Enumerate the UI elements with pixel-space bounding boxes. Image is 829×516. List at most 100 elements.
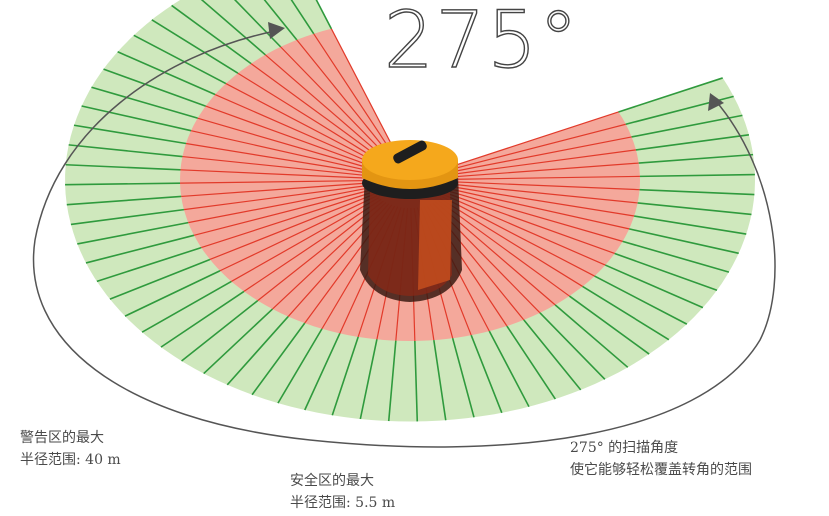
warning-beam-line bbox=[359, 339, 378, 420]
scan-angle-line1: 275° 的扫描角度 bbox=[570, 440, 679, 456]
safety-beam-line bbox=[449, 149, 637, 176]
safety-beam-line bbox=[313, 33, 394, 155]
warning-beam-line bbox=[639, 188, 755, 196]
safety-beam-line bbox=[257, 200, 384, 302]
warning-beam-line bbox=[433, 340, 447, 421]
arrow-head-left-icon bbox=[268, 22, 285, 39]
warning-beam-line bbox=[539, 312, 606, 380]
rotation-arc-left bbox=[32, 30, 776, 448]
warning-beam-line bbox=[631, 114, 743, 138]
warning-zone-caption: 警告区的最大 半径范围: 40 m bbox=[20, 427, 121, 471]
safety-beam-line bbox=[449, 175, 640, 180]
warning-beam-line bbox=[251, 322, 306, 396]
warning-beam-line bbox=[226, 316, 289, 386]
safety-beam-line bbox=[446, 190, 623, 242]
safety-beam-line bbox=[445, 192, 615, 255]
safety-beam-line bbox=[182, 155, 371, 177]
safety-beam-line bbox=[447, 123, 626, 171]
warning-beam-line bbox=[103, 68, 206, 107]
safety-beam-line bbox=[237, 72, 381, 162]
warning-beam-line bbox=[304, 332, 341, 411]
warning-beam-line bbox=[614, 252, 718, 291]
scanner-window-icon bbox=[393, 140, 427, 164]
safety-beam-line bbox=[181, 182, 371, 198]
warning-beam-line bbox=[628, 228, 739, 255]
warning-beam-line bbox=[594, 275, 688, 325]
safety-beam-line bbox=[193, 189, 373, 236]
warning-zone-line1: 警告区的最大 bbox=[20, 430, 104, 446]
safety-beam-line bbox=[443, 194, 606, 266]
warning-beam-line bbox=[414, 340, 419, 422]
warning-beam-line bbox=[263, 0, 298, 41]
safety-beam-line bbox=[190, 130, 373, 173]
warning-beam-line bbox=[277, 328, 323, 404]
warning-beam-line bbox=[109, 258, 211, 300]
arrow-head-right-icon bbox=[708, 93, 724, 111]
warning-beam-line bbox=[622, 240, 730, 273]
warning-beam-line bbox=[171, 4, 252, 65]
safety-beam-line bbox=[209, 193, 376, 261]
safety-beam-line bbox=[448, 136, 632, 174]
warning-beam-line bbox=[523, 319, 582, 391]
safety-beam-line bbox=[330, 28, 397, 154]
safety-beam-line bbox=[449, 181, 640, 191]
safety-beam-line bbox=[448, 185, 635, 217]
laser-scanner bbox=[360, 140, 462, 302]
warning-beam-line bbox=[638, 153, 754, 164]
warning-beam-line bbox=[331, 336, 359, 416]
scan-angle-line2: 使它能够轻松覆盖转角的范围 bbox=[570, 462, 752, 478]
safety-beam-line bbox=[180, 169, 371, 179]
safety-beam-line bbox=[201, 191, 374, 249]
warning-beam-line bbox=[124, 270, 221, 317]
warning-beam-line bbox=[200, 0, 266, 56]
warning-beam-line bbox=[96, 246, 202, 283]
warning-beam-line bbox=[618, 77, 723, 113]
warning-beam-line bbox=[582, 285, 670, 341]
safety-beam-line bbox=[183, 184, 371, 211]
safety-beam-line bbox=[231, 197, 380, 282]
warning-beam-line bbox=[604, 264, 704, 309]
warning-beam-line bbox=[81, 105, 192, 132]
safety-beam-line bbox=[447, 187, 630, 230]
safety-beam-line bbox=[449, 183, 638, 204]
warning-beam-line bbox=[141, 280, 232, 333]
safety-zone-line1: 安全区的最大 bbox=[290, 473, 374, 489]
safety-beam-line bbox=[243, 198, 382, 292]
warning-beam-line bbox=[133, 34, 227, 85]
warning-beam-line bbox=[635, 134, 750, 151]
scan-beams bbox=[65, 0, 755, 422]
warning-beam-line bbox=[70, 208, 185, 226]
warning-beam-line bbox=[203, 308, 274, 375]
safety-beam-line bbox=[264, 54, 386, 159]
warning-beam-line bbox=[315, 0, 333, 30]
safety-beam-line bbox=[188, 186, 372, 224]
safety-beam-line bbox=[219, 195, 378, 272]
safety-beam-line bbox=[225, 83, 379, 164]
scan-angle-title: 275° bbox=[383, 0, 580, 86]
safety-beam-line bbox=[446, 111, 619, 169]
warning-beam-line bbox=[637, 202, 752, 216]
warning-beam-line bbox=[634, 215, 747, 235]
safety-zone-line2: 半径范围: 5.5 m bbox=[290, 495, 396, 511]
warning-beam-line bbox=[77, 221, 189, 245]
safety-beam-line bbox=[180, 179, 371, 184]
safety-beam-line bbox=[439, 197, 583, 287]
warning-beam-line bbox=[506, 325, 556, 400]
warning-beam-line bbox=[151, 19, 239, 74]
warning-beam-line bbox=[68, 144, 183, 158]
warning-beam-line bbox=[470, 334, 503, 414]
warning-beam-line bbox=[160, 290, 245, 348]
warning-beam-line bbox=[568, 295, 650, 355]
warning-beam-line bbox=[91, 86, 198, 119]
warning-beam-line bbox=[66, 195, 182, 206]
warning-beam-line bbox=[488, 330, 530, 408]
warning-beam-line bbox=[554, 304, 629, 368]
warning-beam-line bbox=[85, 234, 195, 264]
warning-beam-line bbox=[451, 337, 475, 418]
warning-beam-line bbox=[387, 340, 397, 422]
scan-angle-caption: 275° 的扫描角度 使它能够轻松覆盖转角的范围 bbox=[570, 437, 752, 481]
safety-beam-line bbox=[250, 63, 383, 161]
safety-beam-line bbox=[280, 46, 388, 158]
warning-beam-line bbox=[290, 0, 315, 35]
